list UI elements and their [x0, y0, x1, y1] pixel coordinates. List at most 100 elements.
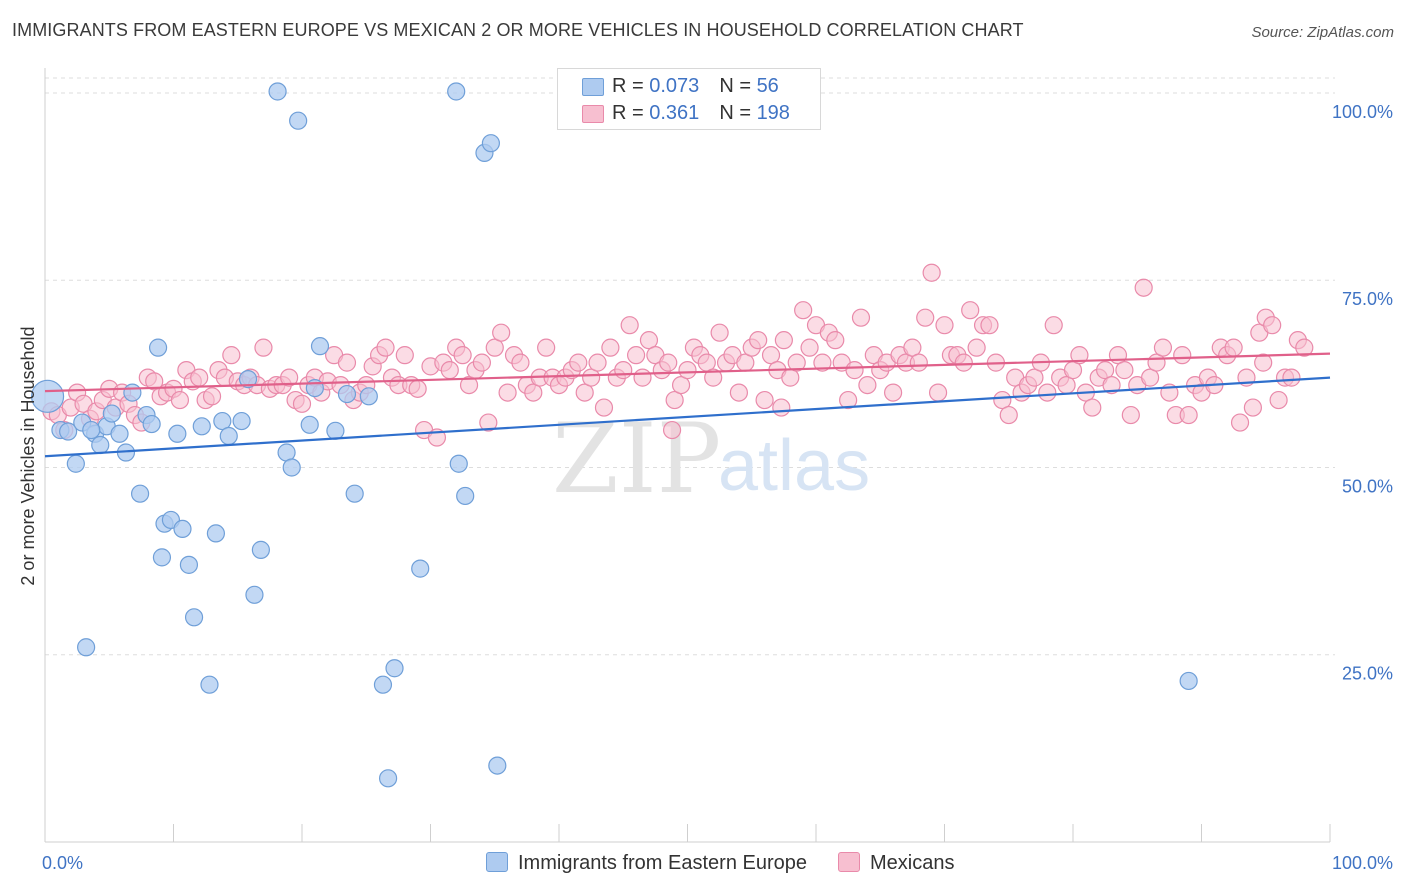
mexicans-point	[1179, 405, 1198, 425]
legend-n-value: 56	[756, 75, 779, 97]
legend-n-label: N =	[719, 75, 757, 97]
mexicans-point	[826, 331, 845, 350]
mexicans-point	[254, 338, 273, 357]
mexicans-point	[883, 383, 903, 402]
eastern-europe-point	[385, 659, 404, 678]
legend-row-eastern-europe: R = 0.073 N = 56	[582, 75, 797, 99]
eastern-europe-point	[91, 435, 110, 455]
mexicans-point	[582, 368, 601, 387]
mexicans-point	[626, 346, 646, 365]
mexicans-point	[922, 263, 941, 282]
mexicans-point	[1224, 338, 1243, 357]
mexicans-point	[671, 375, 691, 395]
bottom-legend-mexicans: Mexicans	[838, 852, 954, 875]
y-tick-label: 75.0%	[1342, 289, 1393, 309]
eastern-europe-point	[148, 338, 168, 357]
mexicans-point	[1295, 338, 1314, 357]
y-tick-label: 100.0%	[1332, 102, 1393, 122]
mexicans-point	[1083, 398, 1102, 417]
legend-r-value: 0.073	[649, 75, 700, 97]
legend-swatch-blue	[582, 77, 604, 96]
x-tick-label-max: 100.0%	[1332, 853, 1393, 873]
mexicans-point	[453, 346, 472, 365]
eastern-europe-point	[184, 608, 204, 627]
mexicans-point	[755, 390, 774, 410]
mexicans-point	[145, 372, 164, 391]
mexicans-point	[928, 383, 948, 402]
trend-lines	[44, 352, 1331, 458]
axes	[44, 68, 1331, 843]
mexicans-point	[1044, 316, 1063, 335]
mexicans-point	[492, 323, 511, 342]
mexicans-point	[665, 390, 684, 410]
eastern-europe-point	[359, 387, 378, 406]
mexicans-point	[774, 331, 793, 350]
mexicans-point	[395, 346, 414, 365]
eastern-europe-point	[142, 414, 161, 434]
mexicans-point	[1121, 405, 1140, 425]
mexicans-point	[1140, 368, 1160, 387]
mexicans-point	[999, 405, 1018, 425]
mexicans-point	[440, 361, 459, 380]
mexicans-point	[794, 301, 813, 320]
mexicans-point	[858, 375, 877, 395]
mexicans-point	[704, 368, 723, 387]
eastern-europe-point	[411, 559, 430, 578]
mexicans-point	[614, 361, 633, 380]
eastern-europe-point	[481, 134, 500, 153]
bottom-legend-swatch-blue	[486, 852, 508, 872]
mexicans-point	[1070, 346, 1089, 365]
mexicans-trend-line	[44, 352, 1331, 393]
eastern-europe-trend-line	[44, 376, 1331, 458]
eastern-europe-point	[219, 426, 238, 446]
mexicans-point	[1282, 368, 1301, 387]
eastern-europe-point	[30, 379, 65, 413]
mexicans-point	[659, 353, 678, 372]
mexicans-point	[222, 346, 241, 365]
mexicans-point	[190, 368, 209, 387]
mexicans-point	[1254, 353, 1273, 372]
watermark-zip: ZIP	[552, 403, 721, 515]
mexicans-point	[337, 353, 357, 372]
mexicans-point	[575, 383, 594, 402]
mexicans-point	[993, 390, 1012, 410]
chart-title: IMMIGRANTS FROM EASTERN EUROPE VS MEXICA…	[12, 20, 1024, 40]
mexicans-point	[537, 338, 556, 357]
mexicans-point	[710, 323, 729, 342]
eastern-europe-point	[300, 415, 319, 434]
eastern-europe-point	[337, 384, 357, 404]
watermark-atlas: atlas	[718, 426, 870, 506]
mexicans-point	[639, 331, 659, 350]
mexicans-point	[954, 353, 973, 372]
eastern-europe-point	[310, 337, 330, 356]
eastern-europe-point	[251, 540, 270, 559]
legend-row-mexicans: R = 0.361 N = 198	[582, 102, 797, 126]
mexicans-point	[787, 353, 806, 372]
eastern-europe-point	[282, 458, 301, 477]
mexicans-point	[1134, 278, 1153, 297]
mexicans-point	[1243, 398, 1263, 417]
mexicans-point	[479, 413, 498, 432]
mexicans-point	[620, 316, 639, 335]
mexicans-point	[1096, 361, 1115, 380]
eastern-europe-point	[179, 555, 199, 574]
mexicans-point	[170, 390, 190, 410]
bottom-legend-eastern-europe: Immigrants from Eastern Europe	[486, 852, 807, 875]
eastern-europe-point	[200, 675, 219, 694]
eastern-europe-point	[77, 638, 96, 657]
mexicans-point	[485, 338, 504, 357]
eastern-europe-point	[449, 454, 468, 473]
mexicans-point	[1263, 316, 1282, 335]
mexicans-point	[1230, 413, 1250, 432]
x-tick-label-min: 0.0%	[42, 853, 83, 873]
grid-lines	[45, 77, 1335, 656]
mexicans-point	[601, 338, 620, 357]
mexicans-point	[1173, 346, 1192, 365]
mexicans-point	[729, 383, 749, 402]
eastern-europe-point	[152, 548, 172, 567]
mexicans-point	[472, 353, 491, 372]
y-tick-labels: 25.0% 50.0% 75.0% 100.0%	[1332, 102, 1393, 684]
mexicans-point	[909, 353, 928, 372]
y-axis-title: 2 or more Vehicles in Household	[18, 326, 38, 585]
